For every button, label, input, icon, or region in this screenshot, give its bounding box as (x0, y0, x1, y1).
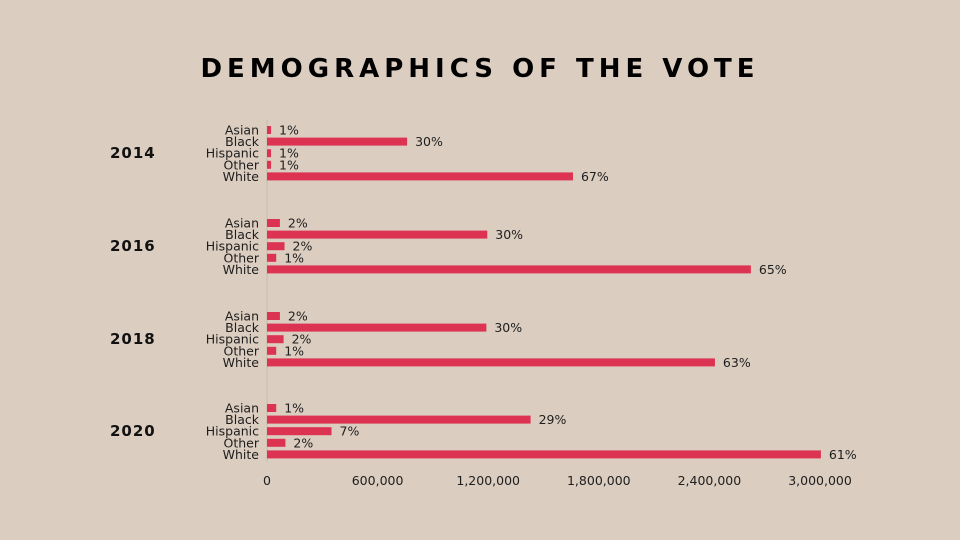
x-tick-label: 0 (263, 473, 271, 488)
data-label: 30% (415, 134, 443, 149)
bar (267, 137, 408, 146)
bar (267, 265, 751, 274)
bar (267, 242, 285, 251)
bar (267, 149, 272, 158)
category-label: Other (224, 250, 260, 265)
data-label: 30% (494, 320, 522, 335)
category-label: Black (225, 134, 260, 149)
bar (267, 323, 487, 332)
year-label-2020: 2020 (110, 422, 156, 440)
data-label: 2% (293, 239, 313, 254)
category-label: Hispanic (206, 239, 259, 254)
data-label: 63% (723, 355, 751, 370)
bar (267, 450, 821, 459)
data-label: 67% (581, 169, 609, 184)
category-label: Asian (225, 309, 259, 324)
bar (267, 346, 277, 355)
data-label: 1% (279, 123, 299, 138)
bar (267, 126, 272, 134)
bar (267, 219, 280, 227)
category-label: Hispanic (206, 332, 259, 347)
year-label-2018: 2018 (110, 330, 156, 348)
category-label: Black (225, 227, 260, 242)
year-label-2016: 2016 (110, 237, 156, 255)
bar (267, 160, 272, 169)
x-tick-label: 600,000 (352, 473, 404, 488)
data-label: 30% (495, 227, 523, 242)
category-label: Hispanic (206, 424, 259, 439)
category-label: White (223, 262, 260, 277)
category-label: White (223, 355, 260, 370)
data-label: 1% (279, 157, 299, 172)
chart-title: DEMOGRAPHICS OF THE VOTE (200, 54, 760, 84)
category-label: Other (224, 343, 260, 358)
category-label: Other (224, 157, 260, 172)
data-label: 2% (292, 332, 312, 347)
data-label: 1% (279, 146, 299, 161)
data-label: 2% (288, 216, 308, 231)
x-tick-label: 1,800,000 (567, 473, 631, 488)
category-label: Black (225, 412, 260, 427)
data-label: 2% (293, 435, 313, 450)
bar (267, 358, 715, 367)
data-label: 1% (284, 343, 304, 358)
category-label: White (223, 169, 260, 184)
bar (267, 427, 332, 436)
data-label: 7% (340, 424, 360, 439)
x-tick-label: 1,200,000 (456, 473, 520, 488)
bar (267, 312, 280, 320)
category-label: Asian (225, 401, 259, 416)
bar (267, 415, 531, 424)
bar (267, 230, 488, 239)
bar (267, 438, 286, 447)
bar (267, 172, 573, 181)
data-label: 1% (284, 250, 304, 265)
data-label: 2% (288, 309, 308, 324)
year-label-2014: 2014 (110, 144, 156, 162)
category-label: Hispanic (206, 146, 259, 161)
category-label: Asian (225, 123, 259, 138)
data-label: 61% (829, 447, 857, 462)
bar (267, 253, 277, 262)
category-label: White (223, 447, 260, 462)
data-label: 1% (284, 401, 304, 416)
category-label: Black (225, 320, 260, 335)
bar (267, 335, 284, 344)
data-label: 65% (759, 262, 787, 277)
x-tick-label: 3,000,000 (788, 473, 852, 488)
category-label: Asian (225, 216, 259, 231)
x-tick-label: 2,400,000 (678, 473, 742, 488)
bar (267, 404, 277, 412)
data-label: 29% (539, 412, 567, 427)
category-label: Other (224, 435, 260, 450)
